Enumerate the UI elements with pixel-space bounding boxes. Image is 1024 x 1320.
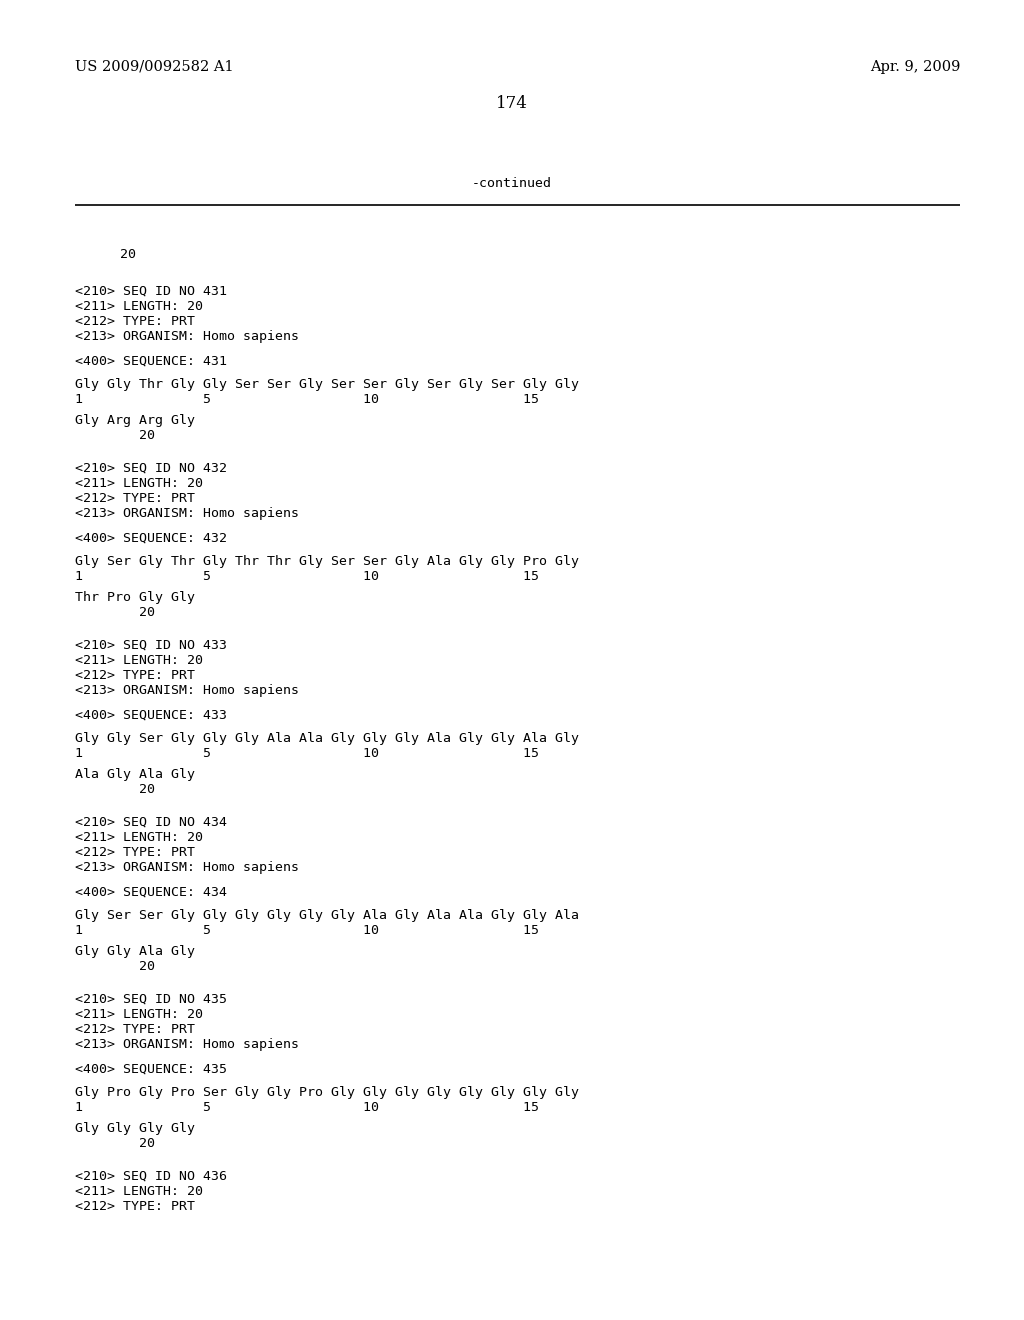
Text: <212> TYPE: PRT: <212> TYPE: PRT — [75, 1200, 195, 1213]
Text: <210> SEQ ID NO 431: <210> SEQ ID NO 431 — [75, 285, 227, 298]
Text: <400> SEQUENCE: 434: <400> SEQUENCE: 434 — [75, 886, 227, 899]
Text: 1               5                   10                  15: 1 5 10 15 — [75, 1101, 539, 1114]
Text: <213> ORGANISM: Homo sapiens: <213> ORGANISM: Homo sapiens — [75, 330, 299, 343]
Text: 1               5                   10                  15: 1 5 10 15 — [75, 393, 539, 407]
Text: Apr. 9, 2009: Apr. 9, 2009 — [869, 59, 961, 74]
Text: 1               5                   10                  15: 1 5 10 15 — [75, 570, 539, 583]
Text: <400> SEQUENCE: 431: <400> SEQUENCE: 431 — [75, 355, 227, 368]
Text: <210> SEQ ID NO 432: <210> SEQ ID NO 432 — [75, 462, 227, 475]
Text: <211> LENGTH: 20: <211> LENGTH: 20 — [75, 832, 203, 843]
Text: 20: 20 — [75, 429, 155, 442]
Text: Gly Gly Ala Gly: Gly Gly Ala Gly — [75, 945, 195, 958]
Text: Gly Arg Arg Gly: Gly Arg Arg Gly — [75, 414, 195, 426]
Text: 20: 20 — [75, 960, 155, 973]
Text: <211> LENGTH: 20: <211> LENGTH: 20 — [75, 477, 203, 490]
Text: Gly Ser Ser Gly Gly Gly Gly Gly Gly Ala Gly Ala Ala Gly Gly Ala: Gly Ser Ser Gly Gly Gly Gly Gly Gly Ala … — [75, 909, 579, 921]
Text: 1               5                   10                  15: 1 5 10 15 — [75, 747, 539, 760]
Text: 174: 174 — [496, 95, 528, 112]
Text: <400> SEQUENCE: 432: <400> SEQUENCE: 432 — [75, 532, 227, 545]
Text: <212> TYPE: PRT: <212> TYPE: PRT — [75, 315, 195, 327]
Text: <213> ORGANISM: Homo sapiens: <213> ORGANISM: Homo sapiens — [75, 1038, 299, 1051]
Text: <213> ORGANISM: Homo sapiens: <213> ORGANISM: Homo sapiens — [75, 861, 299, 874]
Text: US 2009/0092582 A1: US 2009/0092582 A1 — [75, 59, 233, 74]
Text: <210> SEQ ID NO 434: <210> SEQ ID NO 434 — [75, 816, 227, 829]
Text: <212> TYPE: PRT: <212> TYPE: PRT — [75, 669, 195, 682]
Text: Gly Ser Gly Thr Gly Thr Thr Gly Ser Ser Gly Ala Gly Gly Pro Gly: Gly Ser Gly Thr Gly Thr Thr Gly Ser Ser … — [75, 554, 579, 568]
Text: <213> ORGANISM: Homo sapiens: <213> ORGANISM: Homo sapiens — [75, 684, 299, 697]
Text: <211> LENGTH: 20: <211> LENGTH: 20 — [75, 1008, 203, 1020]
Text: 20: 20 — [75, 1137, 155, 1150]
Text: Gly Gly Ser Gly Gly Gly Ala Ala Gly Gly Gly Ala Gly Gly Ala Gly: Gly Gly Ser Gly Gly Gly Ala Ala Gly Gly … — [75, 733, 579, 744]
Text: <210> SEQ ID NO 433: <210> SEQ ID NO 433 — [75, 639, 227, 652]
Text: <212> TYPE: PRT: <212> TYPE: PRT — [75, 1023, 195, 1036]
Text: 1               5                   10                  15: 1 5 10 15 — [75, 924, 539, 937]
Text: <210> SEQ ID NO 435: <210> SEQ ID NO 435 — [75, 993, 227, 1006]
Text: <210> SEQ ID NO 436: <210> SEQ ID NO 436 — [75, 1170, 227, 1183]
Text: 20: 20 — [75, 606, 155, 619]
Text: <400> SEQUENCE: 435: <400> SEQUENCE: 435 — [75, 1063, 227, 1076]
Text: Gly Pro Gly Pro Ser Gly Gly Pro Gly Gly Gly Gly Gly Gly Gly Gly: Gly Pro Gly Pro Ser Gly Gly Pro Gly Gly … — [75, 1086, 579, 1100]
Text: Thr Pro Gly Gly: Thr Pro Gly Gly — [75, 591, 195, 605]
Text: <211> LENGTH: 20: <211> LENGTH: 20 — [75, 1185, 203, 1199]
Text: Ala Gly Ala Gly: Ala Gly Ala Gly — [75, 768, 195, 781]
Text: Gly Gly Gly Gly: Gly Gly Gly Gly — [75, 1122, 195, 1135]
Text: <213> ORGANISM: Homo sapiens: <213> ORGANISM: Homo sapiens — [75, 507, 299, 520]
Text: <211> LENGTH: 20: <211> LENGTH: 20 — [75, 653, 203, 667]
Text: 20: 20 — [120, 248, 136, 261]
Text: 20: 20 — [75, 783, 155, 796]
Text: <212> TYPE: PRT: <212> TYPE: PRT — [75, 492, 195, 506]
Text: Gly Gly Thr Gly Gly Ser Ser Gly Ser Ser Gly Ser Gly Ser Gly Gly: Gly Gly Thr Gly Gly Ser Ser Gly Ser Ser … — [75, 378, 579, 391]
Text: <212> TYPE: PRT: <212> TYPE: PRT — [75, 846, 195, 859]
Text: <211> LENGTH: 20: <211> LENGTH: 20 — [75, 300, 203, 313]
Text: <400> SEQUENCE: 433: <400> SEQUENCE: 433 — [75, 709, 227, 722]
Text: -continued: -continued — [472, 177, 552, 190]
